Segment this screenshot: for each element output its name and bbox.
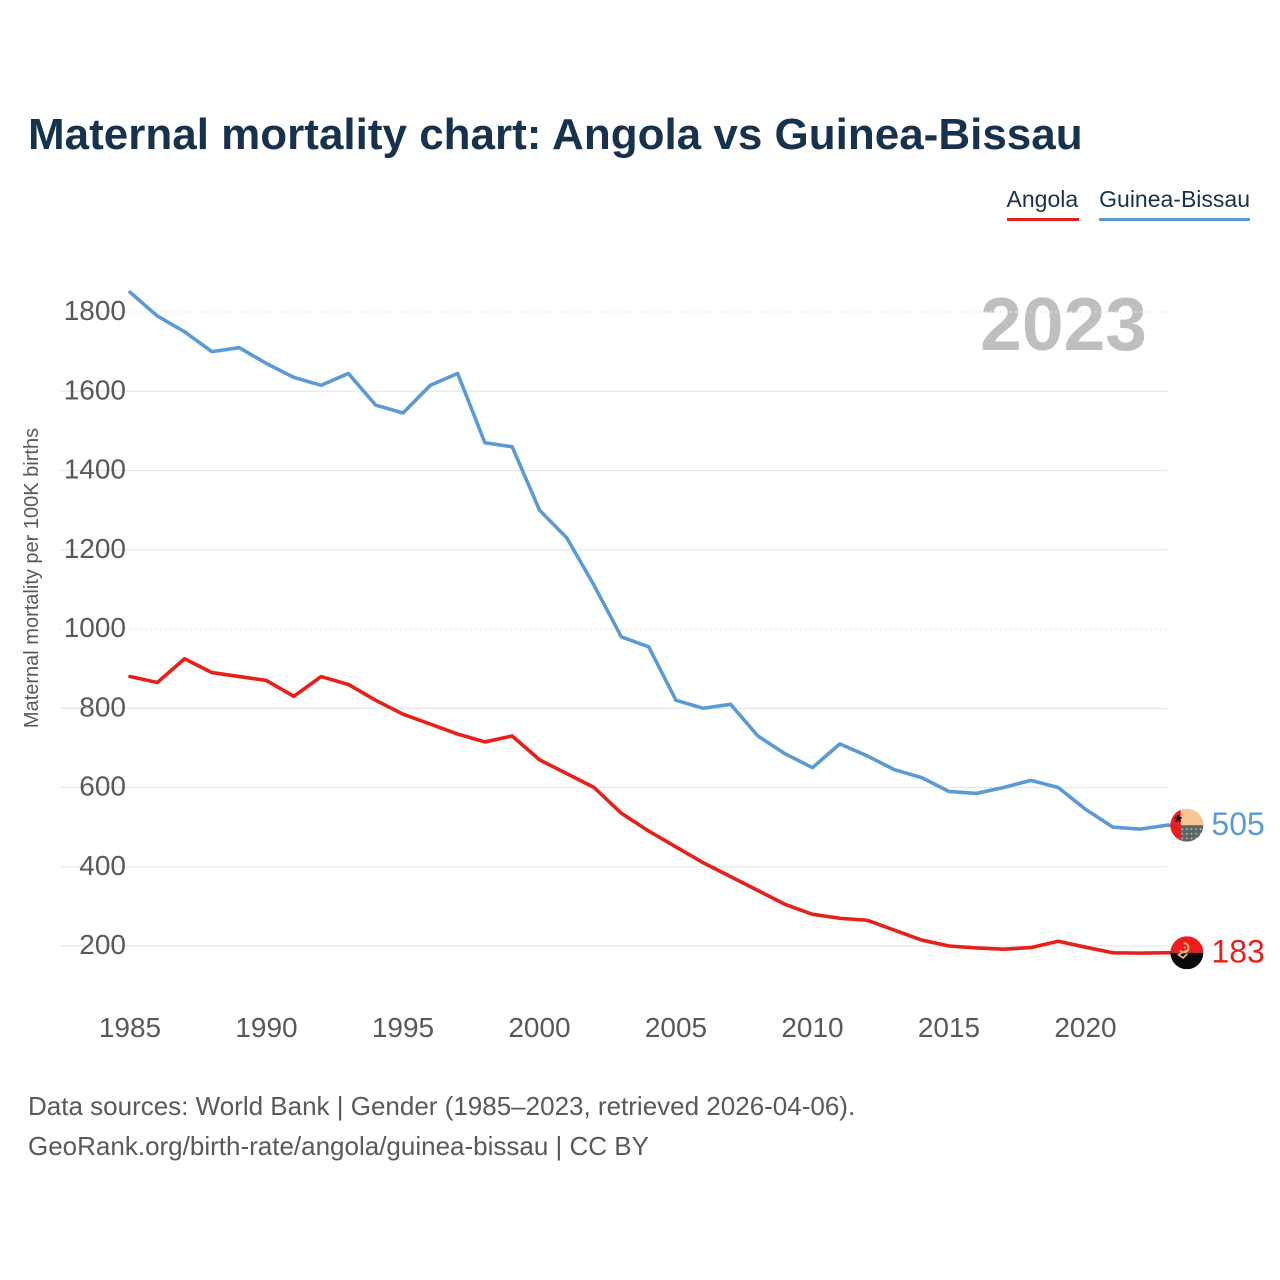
svg-text:1800: 1800 xyxy=(64,295,126,326)
svg-text:2020: 2020 xyxy=(1054,1012,1116,1043)
svg-text:2010: 2010 xyxy=(781,1012,843,1043)
svg-text:1995: 1995 xyxy=(372,1012,434,1043)
svg-text:2015: 2015 xyxy=(918,1012,980,1043)
svg-text:183: 183 xyxy=(1211,934,1264,970)
svg-text:Maternal mortality per 100K bi: Maternal mortality per 100K births xyxy=(21,428,43,728)
svg-text:1000: 1000 xyxy=(64,612,126,643)
svg-text:1200: 1200 xyxy=(64,533,126,564)
svg-text:800: 800 xyxy=(79,691,126,722)
svg-text:*: * xyxy=(1174,813,1182,834)
svg-text:400: 400 xyxy=(79,850,126,881)
svg-text:200: 200 xyxy=(79,929,126,960)
svg-text:2000: 2000 xyxy=(508,1012,570,1043)
svg-text:1990: 1990 xyxy=(235,1012,297,1043)
svg-text:600: 600 xyxy=(79,771,126,802)
svg-text:1600: 1600 xyxy=(64,374,126,405)
svg-text:1400: 1400 xyxy=(64,454,126,485)
svg-text:2005: 2005 xyxy=(645,1012,707,1043)
svg-text:1985: 1985 xyxy=(99,1012,161,1043)
svg-text:505: 505 xyxy=(1211,806,1264,842)
